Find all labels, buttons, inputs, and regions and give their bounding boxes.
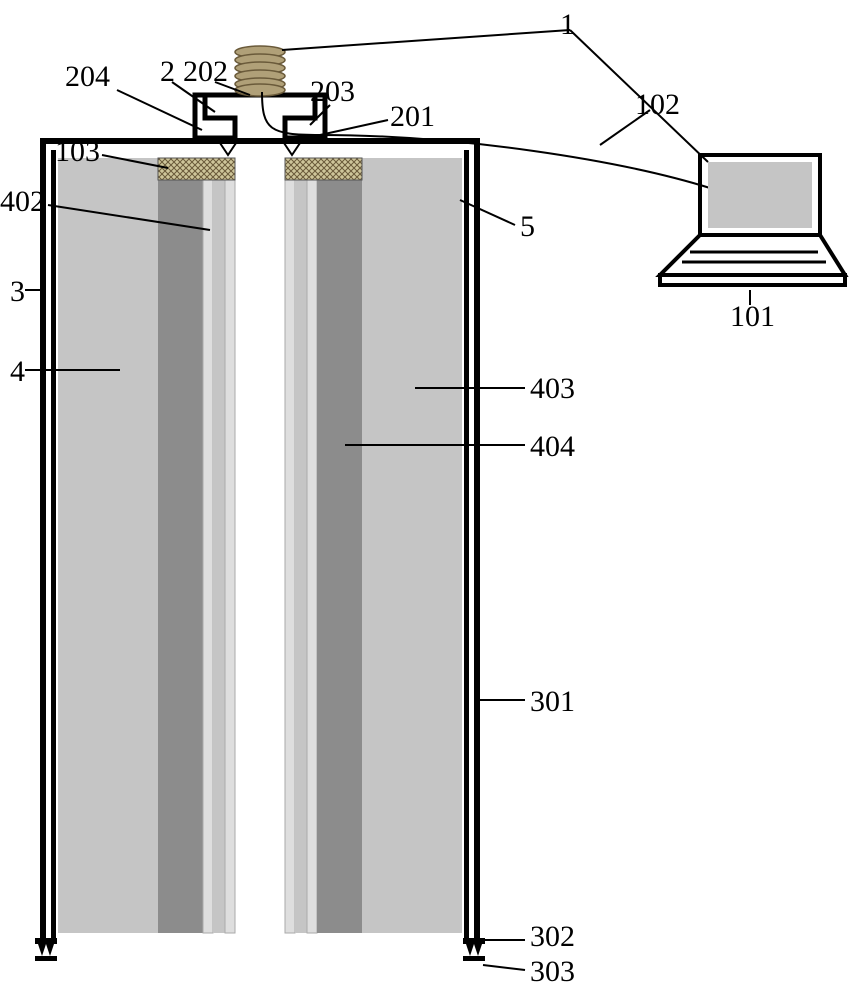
label-204: 204 [65, 60, 110, 94]
label-403: 403 [530, 372, 575, 406]
inner-wall-right [464, 150, 469, 940]
leader-201 [320, 120, 388, 135]
label-1: 1 [560, 8, 575, 42]
label-103: 103 [55, 135, 100, 169]
coil [235, 46, 285, 96]
right-thin-layer-1 [307, 158, 317, 933]
label-402: 402 [0, 185, 45, 219]
laptop-icon [660, 155, 845, 285]
crosshatch-right [285, 158, 362, 180]
leader-303 [483, 965, 525, 970]
label-3: 3 [10, 275, 25, 309]
diagram-canvas: 1 102 101 204 2 202 203 201 103 402 3 4 … [0, 0, 860, 1000]
label-2: 2 [160, 55, 175, 89]
right-inner-dark [317, 158, 362, 933]
label-303: 303 [530, 955, 575, 989]
label-201: 201 [390, 100, 435, 134]
crosshatch-left [158, 158, 235, 180]
bottom-flange-right-top [463, 938, 485, 944]
bottom-teeth-left [38, 944, 54, 956]
left-thin-layer-2 [213, 158, 225, 933]
bottom-teeth-right [466, 944, 482, 956]
left-thin-layer-3 [225, 158, 235, 933]
label-404: 404 [530, 430, 575, 464]
right-outer-light [362, 158, 462, 933]
leader-204 [117, 90, 202, 130]
left-inner-dark [158, 158, 203, 933]
bottom-flange-left-bot [35, 956, 57, 961]
label-301: 301 [530, 685, 575, 719]
label-302: 302 [530, 920, 575, 954]
leader-1a [282, 30, 570, 50]
label-102: 102 [635, 88, 680, 122]
right-thin-layer-2 [295, 158, 307, 933]
label-5: 5 [520, 210, 535, 244]
diagram-svg [0, 0, 860, 1000]
label-101: 101 [730, 300, 775, 334]
outer-wall-left [40, 138, 46, 940]
outer-wall-right [474, 138, 480, 940]
right-thin-layer-3 [285, 158, 295, 933]
inner-wall-left [51, 150, 56, 940]
bottom-flange-left-top [35, 938, 57, 944]
left-outer-light [58, 158, 158, 933]
bottom-flange-right-bot [463, 956, 485, 961]
label-202: 202 [183, 55, 228, 89]
label-203: 203 [310, 75, 355, 109]
label-4: 4 [10, 355, 25, 389]
left-thin-layer-1 [203, 158, 213, 933]
